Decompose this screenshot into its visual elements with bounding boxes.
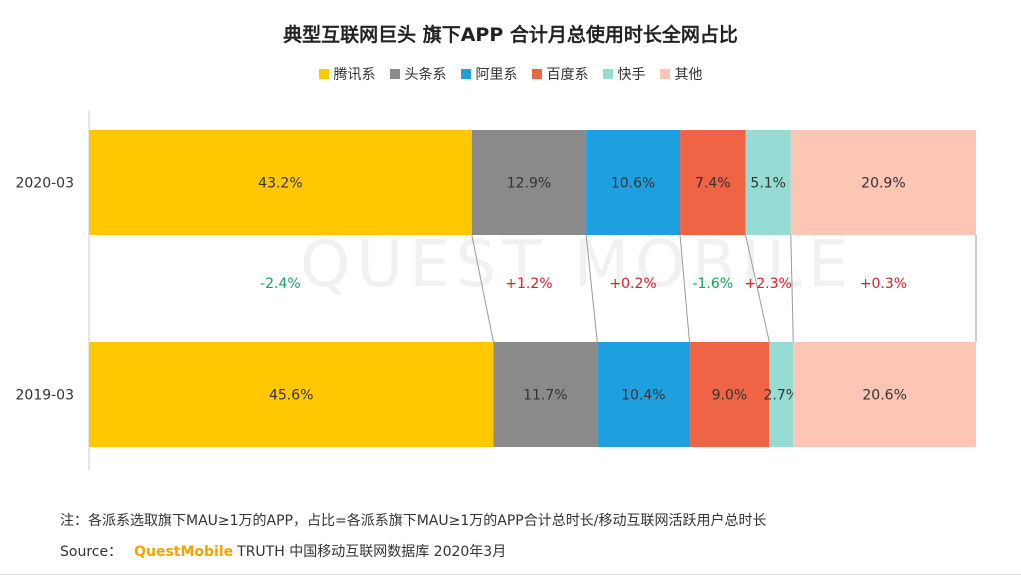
legend-label: 快手 [617,67,646,83]
source-brand: QuestMobile [134,544,234,560]
data-label: 45.6% [269,388,313,404]
bar-segment [89,342,494,447]
data-label: 5.1% [750,176,786,192]
legend-label: 头条系 [404,67,447,83]
connector-line [745,234,770,343]
data-label: 20.6% [862,388,906,404]
data-label: 7.4% [695,176,731,192]
source-text: TRUTH 中国移动互联网数据库 2020年3月 [237,544,507,560]
chart-title: 典型互联网巨头 旗下APP 合计月总使用时长全网占比 [283,24,738,46]
stacked-bar-chart: 2020-03 43.2% 12.9% 10.6% 7.4% 5.1% 20.9% 2019-… [16,110,977,470]
category-label: 2019-03 [16,388,75,404]
bar-segment [769,342,794,447]
legend-item-2: 阿里系 [460,64,518,84]
legend-swatch [389,69,400,79]
legend-item-1: 头条系 [389,64,447,84]
legend-item-0: 腾讯系 [318,64,376,84]
legend-item-5: 其他 [659,64,703,84]
chart-note: 注：各派系选取旗下MAU≥1万的APP，占比=各派系旗下MAU≥1万的APP合计… [60,513,767,529]
chart-legend: 腾讯系 头条系 阿里系 百度系 快手 其他 [0,64,1021,84]
bar-segment [790,130,976,235]
bar-segment [680,130,746,235]
bar-segment [745,130,791,235]
watermark: QUEST MOBILE [300,228,855,302]
data-label: 20.9% [861,176,905,192]
data-label: 10.6% [611,176,655,192]
legend-swatch [659,69,670,79]
connector-line [585,234,598,343]
category-label: 2020-03 [16,176,75,192]
legend-label: 腾讯系 [333,67,376,83]
connector-line [790,234,794,343]
legend-item-4: 快手 [602,64,646,84]
change-label: +0.2% [609,276,656,292]
change-label: -2.4% [260,276,301,292]
legend-swatch [602,69,613,79]
legend-swatch [460,69,471,79]
change-label: +2.3% [745,276,792,292]
change-label: +1.2% [505,276,552,292]
bar-segment [493,342,598,447]
data-label: 11.7% [523,388,567,404]
data-label: 2.7% [764,388,800,404]
data-label: 10.4% [621,388,665,404]
legend-item-3: 百度系 [531,64,589,84]
data-label: 9.0% [712,388,748,404]
legend-swatch [318,69,329,79]
footer-divider [0,574,1021,575]
bar-segment [471,130,587,235]
bar-segment [793,342,976,447]
source-line: Source： QuestMobile TRUTH 中国移动互联网数据库 202… [60,541,506,561]
legend-swatch [531,69,542,79]
source-label: Source： [60,544,123,560]
connector-line [679,234,690,343]
bar-segment [89,130,472,235]
legend-label: 阿里系 [475,67,518,83]
data-label: 12.9% [507,176,551,192]
change-label: -1.6% [693,276,734,292]
legend-label: 百度系 [546,67,589,83]
data-label: 43.2% [258,176,302,192]
bar-segment [689,342,770,447]
change-label: +0.3% [860,276,907,292]
bar-segment [586,130,681,235]
legend-label: 其他 [674,67,703,83]
bar-segment [597,342,690,447]
connector-line [471,234,494,343]
